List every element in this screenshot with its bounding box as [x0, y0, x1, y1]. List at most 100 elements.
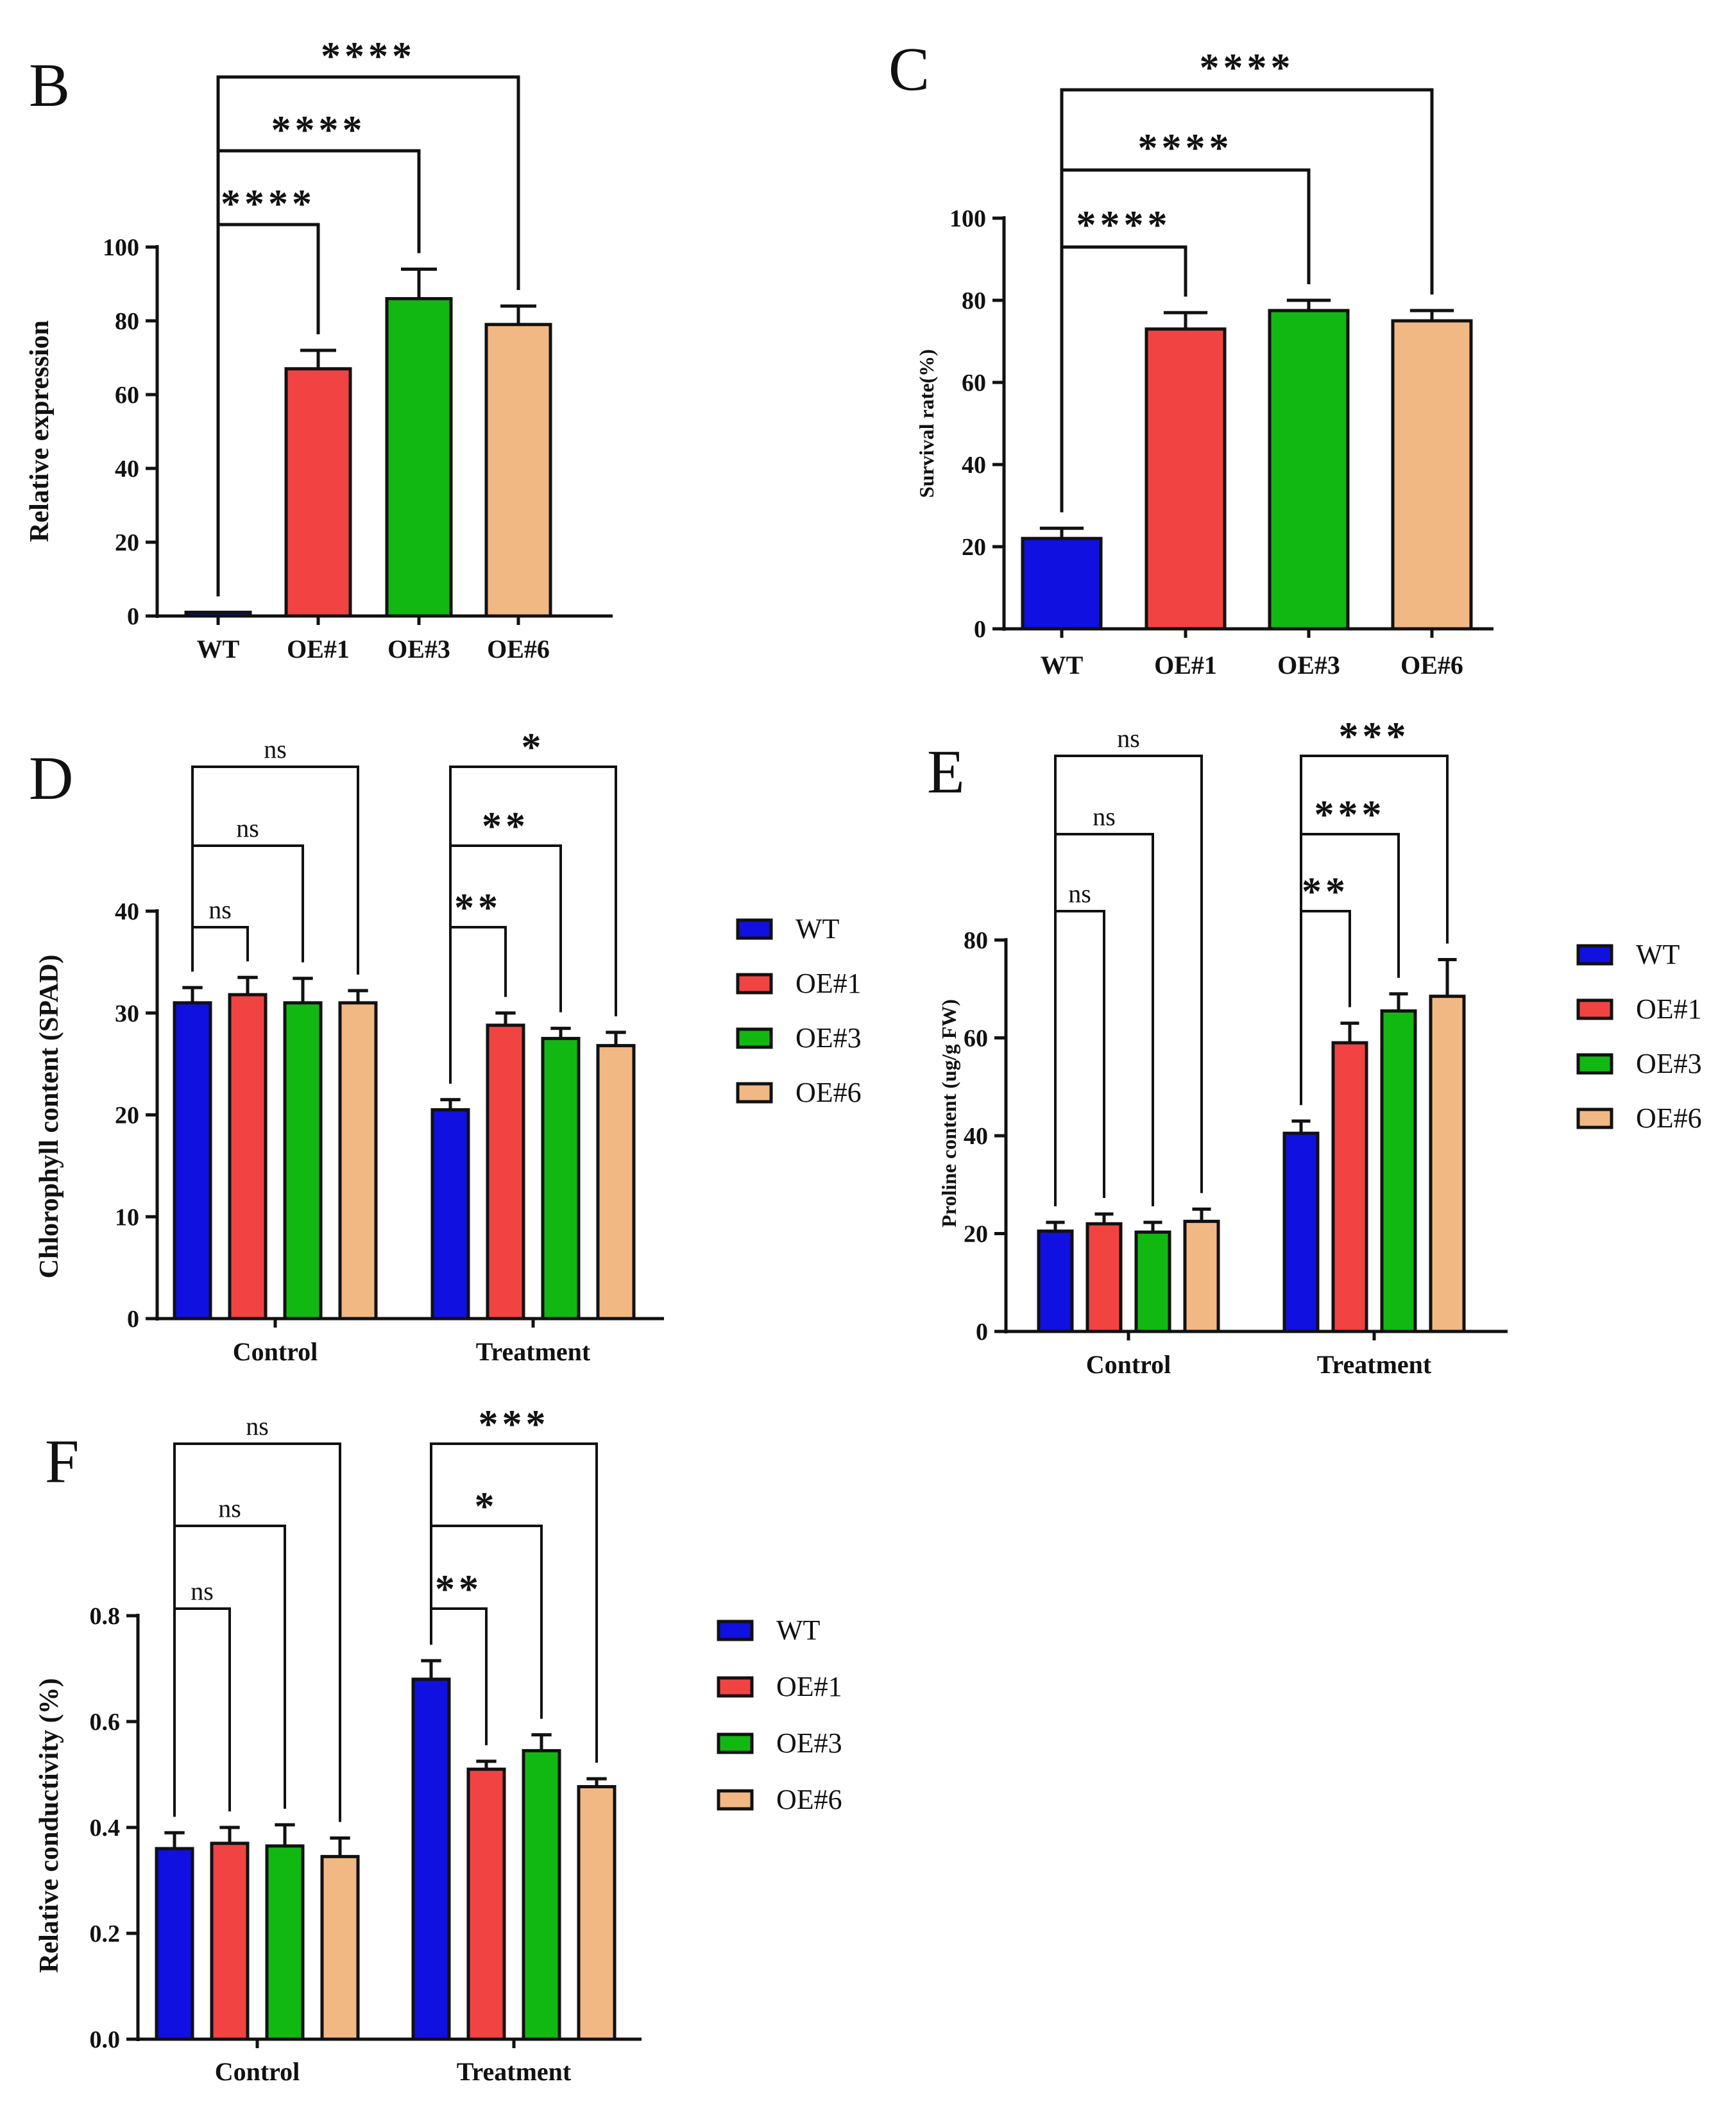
panel-f: F Relative conductivity (%) 0.0 0.2 0.4 0.6 0.…	[35, 1403, 842, 2086]
bar-treatment-oe1	[1331, 1041, 1368, 1333]
x-tick-label: Treatment	[457, 2057, 572, 2086]
x-tick-label: Treatment	[476, 1337, 591, 1366]
legend-label: OE#1	[796, 968, 862, 999]
bar-control-oe3	[283, 1001, 323, 1321]
y-tick-label: 0.8	[90, 1603, 121, 1630]
significance-bracket: *	[449, 726, 617, 1084]
y-axis-title: Relative expression	[25, 320, 55, 542]
significance-bracket: ns	[1054, 724, 1203, 1206]
significance-label: ****	[1200, 46, 1295, 90]
legend: WT OE#1 OE#3 OE#6	[717, 1614, 842, 1815]
y-tick-label: 0.6	[90, 1709, 121, 1736]
y-tick-label: 0	[976, 1319, 988, 1346]
bar-treatment-oe6	[577, 1784, 617, 2041]
y-tick-label: 60	[964, 1025, 988, 1052]
panel-e: E Proline content (ug/g FW) 0 20 40 60 80 Contr…	[927, 715, 1702, 1379]
legend-label: OE#3	[776, 1727, 842, 1759]
significance-bracket: ***	[1300, 715, 1449, 1106]
bar-control-oe1	[210, 1842, 250, 2041]
y-tick-label: 10	[115, 1204, 139, 1231]
significance-bracket: ****	[216, 35, 520, 597]
bar-treatment-oe3	[541, 1036, 581, 1321]
legend-label: OE#6	[1636, 1102, 1702, 1134]
legend-label: OE#3	[1636, 1048, 1702, 1079]
y-tick-label: 40	[115, 898, 139, 925]
y-axis-title: Relative conductivity (%)	[35, 1678, 64, 1973]
legend-item: WT	[1576, 939, 1680, 970]
bracket-line	[1054, 755, 1203, 1206]
legend-label: WT	[776, 1614, 821, 1646]
bar-oe1	[284, 367, 352, 618]
x-tick-label: Control	[233, 1337, 318, 1366]
bar-control-wt	[173, 1001, 212, 1321]
x-tick-label: Control	[1086, 1350, 1171, 1379]
legend-label: OE#1	[1636, 993, 1702, 1025]
bar-oe3	[385, 297, 453, 618]
significance-label: ns	[236, 814, 259, 842]
legend-item: OE#6	[736, 1077, 862, 1108]
legend-swatch	[1576, 1108, 1613, 1129]
significance-label: ns	[208, 895, 232, 924]
bracket-line	[191, 765, 359, 975]
significance-bracket: ns	[173, 1412, 341, 1822]
significance-label: ns	[191, 1577, 214, 1605]
legend-item: OE#1	[717, 1671, 842, 1702]
bar-oe6	[484, 323, 552, 618]
y-axis-title: Survival rate(%)	[915, 349, 938, 498]
significance-bracket: ****	[1060, 46, 1434, 513]
y-tick-label: 0	[974, 616, 986, 643]
significance-label: ****	[1138, 126, 1233, 170]
y-tick-label: 60	[115, 382, 139, 409]
legend-swatch	[717, 1789, 754, 1811]
bar-oe3	[1268, 309, 1350, 631]
y-tick-label: 100	[949, 205, 986, 232]
significance-label: ns	[1068, 879, 1091, 908]
bar-treatment-wt	[411, 1677, 451, 2041]
bracket-line	[449, 765, 617, 1084]
bracket-line	[1054, 910, 1105, 1206]
significance-label: *	[475, 1485, 498, 1528]
y-tick-label: 0.4	[90, 1815, 121, 1842]
significance-label: *	[522, 726, 545, 769]
bar-wt	[184, 610, 252, 618]
bar-control-oe6	[320, 1854, 360, 2041]
legend-label: OE#1	[776, 1671, 842, 1702]
significance-label: ****	[221, 182, 316, 226]
legend: WT OE#1 OE#3 OE#6	[1576, 939, 1702, 1134]
significance-bracket: ns	[1054, 879, 1105, 1206]
significance-label: ****	[1076, 203, 1171, 247]
y-tick-label: 80	[115, 308, 139, 335]
x-tick-label: Treatment	[1317, 1350, 1432, 1379]
legend-item: OE#6	[1576, 1102, 1702, 1134]
bar-control-oe1	[1085, 1222, 1123, 1333]
panel-letter: E	[927, 737, 965, 806]
y-tick-label: 0.2	[90, 1920, 121, 1947]
bar-control-oe6	[338, 1001, 378, 1321]
legend-item: WT	[717, 1614, 821, 1646]
bracket-line	[430, 1442, 598, 1763]
bar-treatment-oe3	[1380, 1009, 1417, 1333]
bar-oe1	[1145, 327, 1227, 631]
legend: WT OE#1 OE#3 OE#6	[736, 913, 862, 1108]
x-tick-label: OE#1	[1154, 651, 1217, 680]
bar-treatment-oe6	[596, 1044, 636, 1321]
significance-label: **	[435, 1568, 482, 1611]
significance-label: ns	[1093, 802, 1116, 831]
legend-swatch	[736, 918, 773, 940]
y-tick-label: 20	[115, 1102, 139, 1129]
bar-control-wt	[155, 1847, 194, 2041]
bar-control-oe6	[1183, 1219, 1220, 1333]
bar-treatment-oe3	[522, 1749, 561, 2041]
legend-item: OE#3	[1576, 1048, 1702, 1079]
y-tick-label: 30	[115, 1000, 139, 1027]
y-tick-label: 0	[127, 603, 139, 630]
bar-control-oe3	[265, 1844, 305, 2041]
y-tick-label: 0	[127, 1306, 139, 1333]
bar-control-oe1	[228, 993, 268, 1321]
bar-treatment-oe6	[1429, 995, 1466, 1333]
y-tick-label: 0.0	[90, 2026, 121, 2053]
panel-d: D Chlorophyll content (SPAD) 0 10 20 30 40 Cont…	[29, 726, 862, 1366]
legend-item: OE#6	[717, 1784, 842, 1815]
legend-label: OE#6	[796, 1077, 862, 1108]
